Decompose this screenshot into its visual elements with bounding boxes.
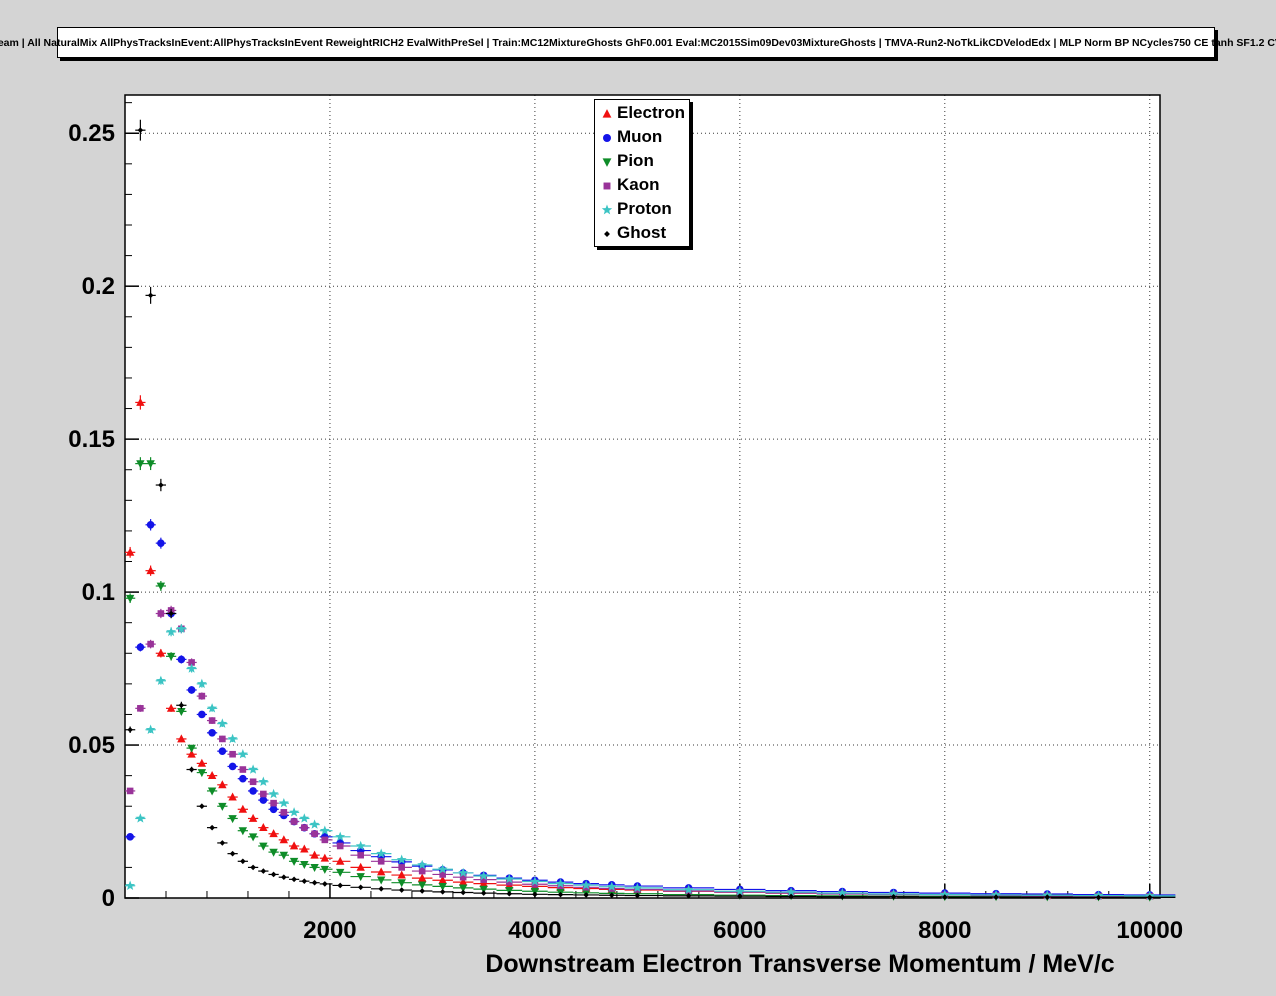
legend-label: Proton xyxy=(617,199,672,218)
legend-label: Electron xyxy=(617,103,686,122)
legend-label: Pion xyxy=(617,151,654,170)
svg-text:0.15: 0.15 xyxy=(68,426,115,453)
svg-text:0.05: 0.05 xyxy=(68,732,115,759)
plot-title-pave: TrackPt Ghost Downstream | All NaturalMi… xyxy=(0,27,1276,58)
legend-label: Ghost xyxy=(617,223,667,242)
legend-entry: Ghost xyxy=(597,221,687,245)
series-ghost xyxy=(125,119,1176,901)
legend-entry: Muon xyxy=(597,125,687,149)
svg-text:0: 0 xyxy=(102,885,115,912)
ghost-marker-icon xyxy=(604,231,610,237)
legend-entry: Kaon xyxy=(597,173,687,197)
legend: Electron Muon Pion Kaon Proton Ghost xyxy=(594,99,690,247)
legend-label: Muon xyxy=(617,127,663,146)
svg-text:4000: 4000 xyxy=(508,917,561,944)
svg-text:2000: 2000 xyxy=(303,917,356,944)
svg-text:0.25: 0.25 xyxy=(68,120,115,147)
legend-entry: Electron xyxy=(597,101,687,125)
svg-text:10000: 10000 xyxy=(1116,917,1183,944)
legend-entry: Pion xyxy=(597,149,687,173)
legend-label: Kaon xyxy=(617,175,660,194)
plot-title-text: TrackPt Ghost Downstream | All NaturalMi… xyxy=(0,36,1276,49)
x-axis-title: Downstream Electron Transverse Momentum … xyxy=(485,950,1114,978)
svg-text:0.1: 0.1 xyxy=(82,579,115,606)
legend-entry: Proton xyxy=(597,197,687,221)
muon-marker-icon xyxy=(603,134,611,142)
svg-text:0.2: 0.2 xyxy=(82,273,115,300)
kaon-marker-icon xyxy=(603,182,611,190)
electron-marker-icon xyxy=(602,109,612,118)
proton-marker-icon xyxy=(601,204,613,215)
pion-marker-icon xyxy=(602,158,612,167)
svg-text:8000: 8000 xyxy=(918,917,971,944)
series-pion xyxy=(125,457,1176,902)
svg-text:6000: 6000 xyxy=(713,917,766,944)
series-proton xyxy=(125,623,1176,901)
